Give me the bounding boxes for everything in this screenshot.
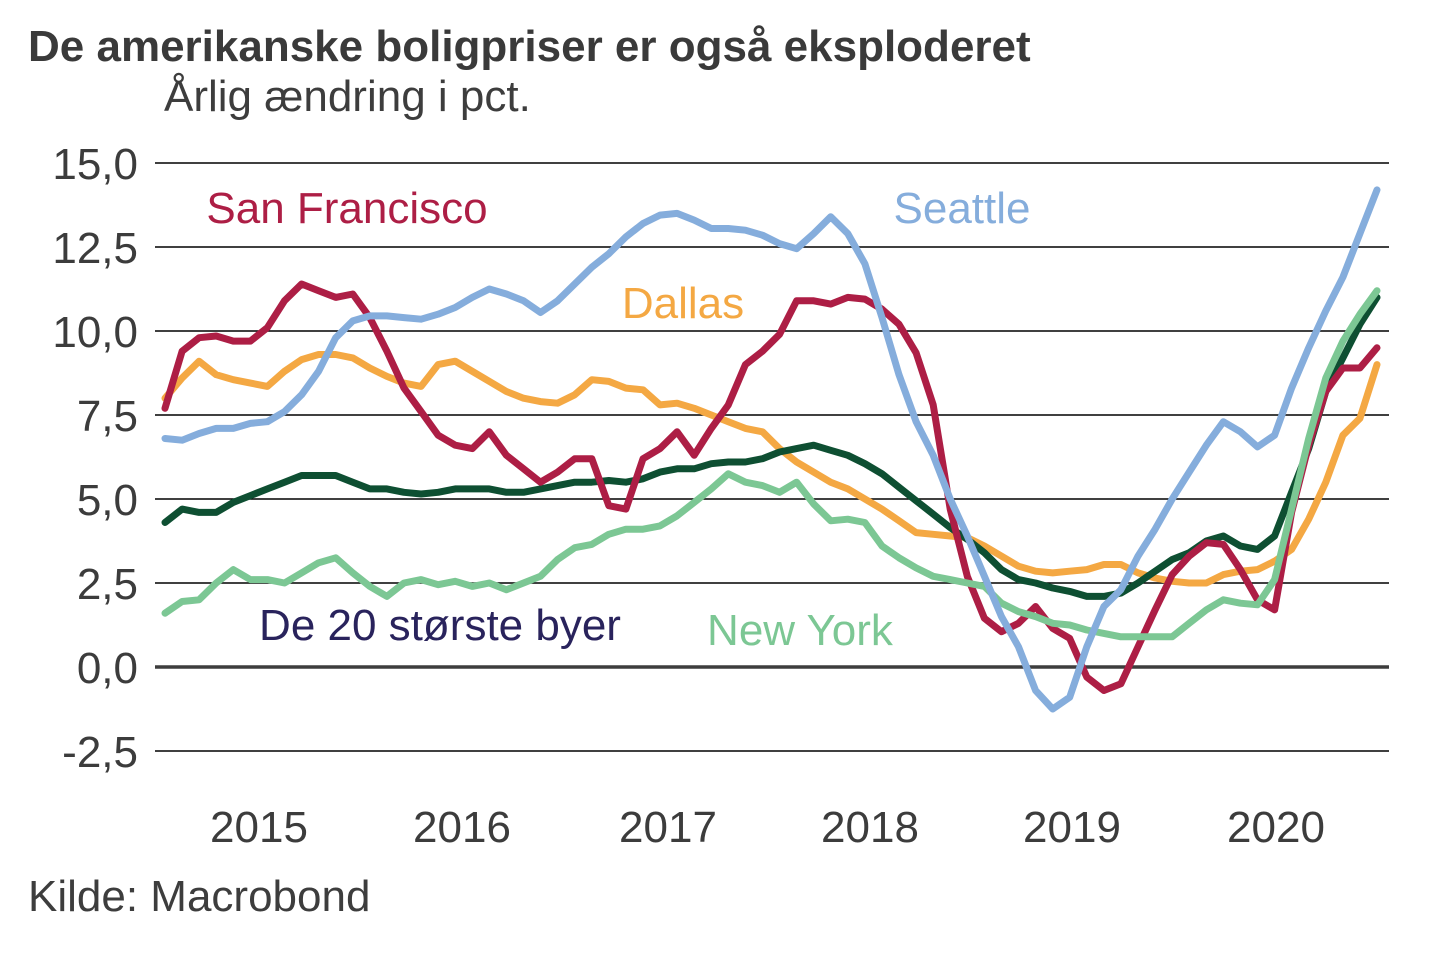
chart-title: De amerikanske boligpriser er også ekspl… [28,22,1031,71]
y-axis-tick-label: -2,5 [62,728,138,777]
y-axis-tick-label: 2,5 [77,560,138,609]
series-line-new-york [161,287,1381,641]
chart-subtitle: Årlig ændring i pct. [164,72,531,121]
series-line-seattle [161,186,1381,713]
series-label-seattle: Seattle [894,184,1031,233]
x-axis-year-label: 2019 [1023,803,1121,852]
y-axis-tick-label: 15,0 [52,140,138,189]
x-axis-year-label: 2017 [619,803,717,852]
series-label-san-francisco: San Francisco [206,184,487,233]
y-axis-tick-label: 12,5 [52,224,138,273]
series-label-de-20-stoerste-byer: De 20 største byer [259,601,621,650]
y-axis-tick-label: 0,0 [77,644,138,693]
series-label-dallas: Dallas [622,279,744,328]
x-axis-year-label: 2016 [413,803,511,852]
y-axis-tick-label: 5,0 [77,476,138,525]
x-axis-year-label: 2020 [1227,803,1325,852]
x-axis-year-label: 2015 [210,803,308,852]
y-axis-tick-label: 7,5 [77,392,138,441]
series-label-new-york: New York [707,606,894,655]
source-label: Kilde: Macrobond [28,872,371,921]
y-axis-tick-label: 10,0 [52,308,138,357]
x-axis-year-label: 2018 [821,803,919,852]
series-line-dallas [161,351,1381,587]
series-line-de-20-stoerste-byer [161,293,1381,600]
